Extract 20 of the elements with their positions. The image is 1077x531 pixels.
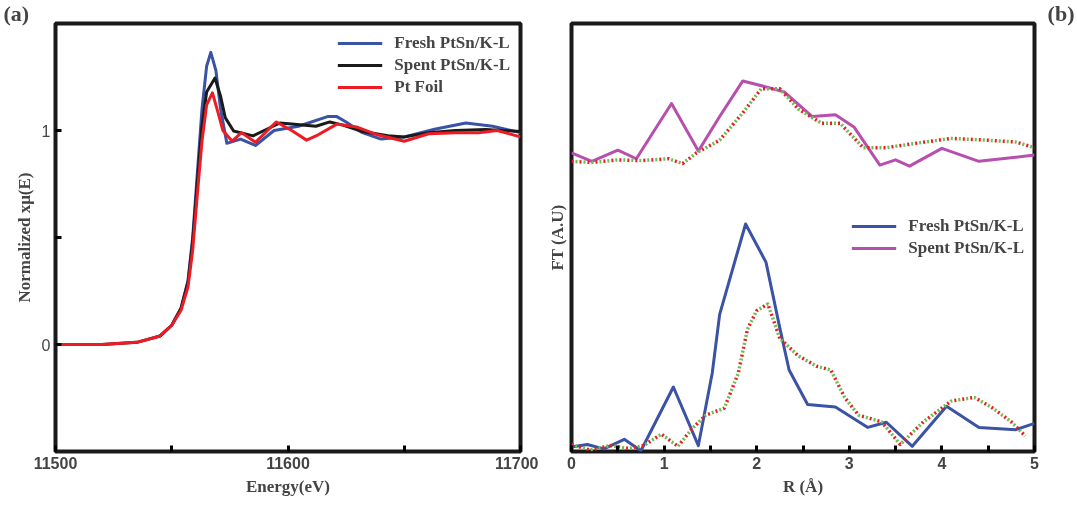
x-tick-label: 11500 — [33, 454, 78, 472]
text: (b) — [1047, 0, 1075, 26]
y-axis-title: Normalized xμ(E) — [14, 172, 34, 303]
x-tick-label: 11600 — [266, 454, 310, 472]
text: (a) — [3, 0, 30, 26]
y-axis-title: FT (A.U) — [547, 204, 567, 271]
legend-label: Pt Foil — [394, 77, 443, 97]
x-axis-title: Energy(eV) — [245, 476, 331, 496]
x-tick-label: 1 — [659, 454, 669, 472]
x-tick-label: 2 — [752, 454, 762, 472]
x-axis-title: R (Å) — [782, 476, 824, 496]
x-tick-label: 0 — [567, 454, 577, 472]
legend-label: Fresh PtSn/K-L — [908, 216, 1024, 236]
legend-label: Spent PtSn/K-L — [908, 238, 1024, 258]
legend-label: Spent PtSn/K-L — [394, 55, 510, 75]
x-tick-label: 11700 — [494, 454, 539, 472]
x-tick-label: 3 — [844, 454, 854, 472]
x-tick-label: 4 — [937, 454, 947, 472]
x-tick-label: 5 — [1030, 454, 1040, 472]
legend-label: Fresh PtSn/K-L — [394, 33, 510, 53]
